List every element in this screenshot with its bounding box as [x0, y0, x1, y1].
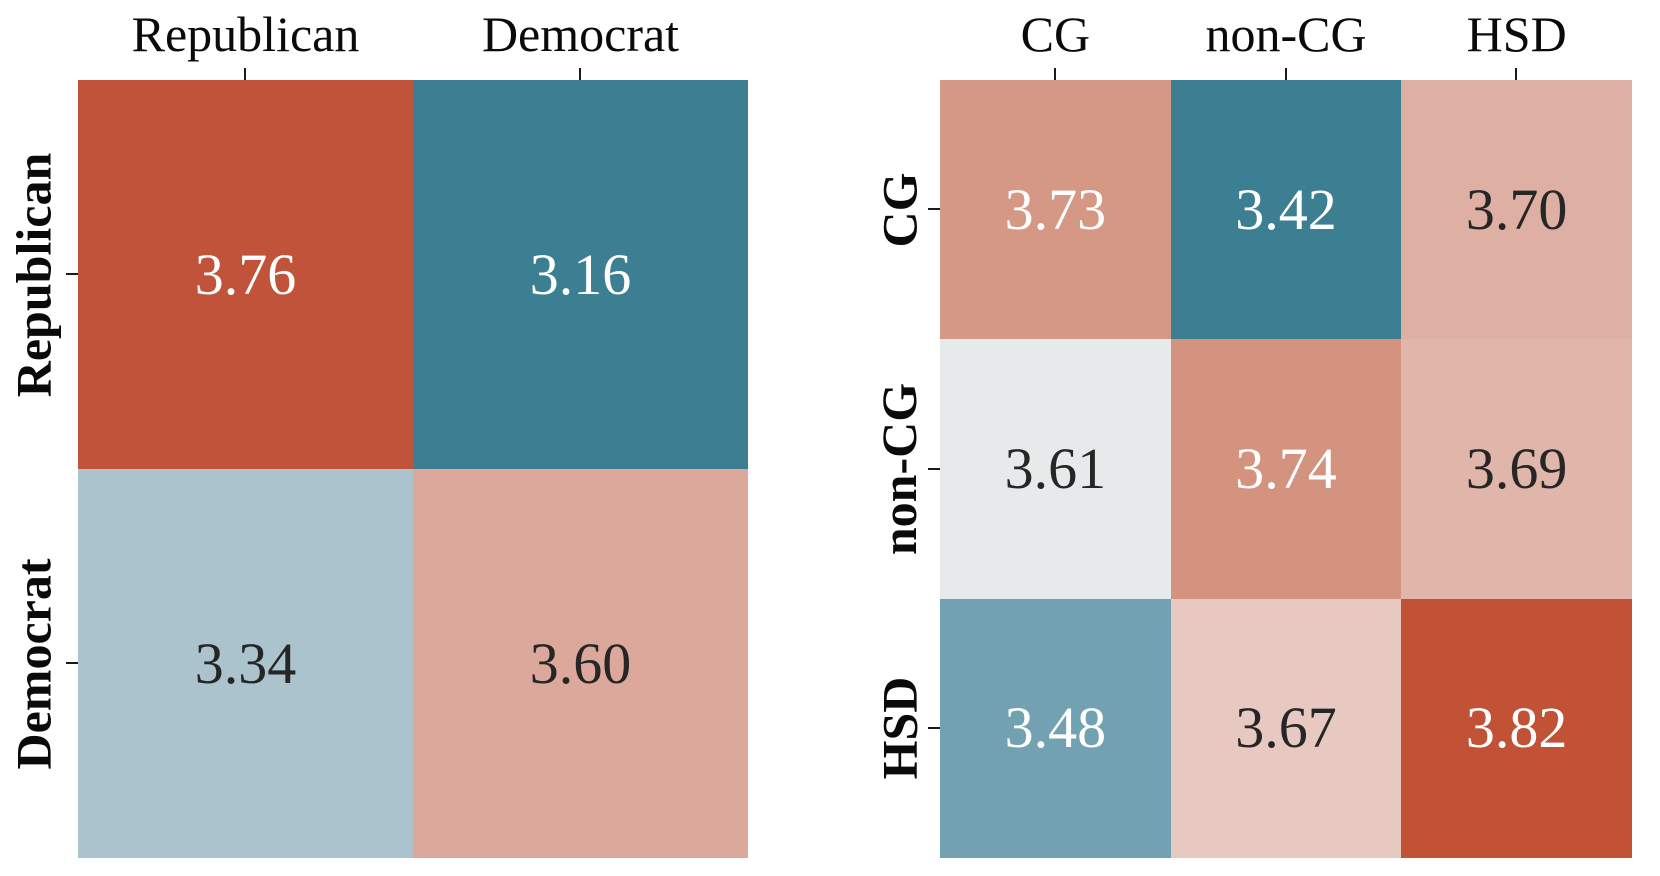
heatmap-cell: 3.34	[78, 469, 413, 858]
heatmap-cell: 3.16	[413, 80, 748, 469]
column-label-republican: Republican	[131, 6, 360, 62]
row-label-wrap: non-CG	[870, 339, 928, 598]
heatmap-cell: 3.74	[1170, 339, 1402, 599]
heatmap-cell: 3.42	[1170, 80, 1402, 340]
right-heatmap: 3.73 3.42 3.70 3.61 3.74 3.69 3.48 3.67 …	[940, 80, 1632, 858]
heatmap-cell: 3.69	[1401, 339, 1632, 599]
row-label-wrap: HSD	[870, 599, 928, 858]
column-label-hsd: HSD	[1466, 6, 1567, 62]
row-label-wrap: Republican	[0, 80, 66, 469]
row-label-hsd: HSD	[871, 676, 927, 780]
heatmap-cell: 3.70	[1401, 80, 1632, 340]
right-heatmap-row-labels: CG non-CG HSD	[870, 80, 928, 858]
heatmap-cell: 3.61	[940, 339, 1171, 599]
heatmap-cell: 3.48	[940, 598, 1171, 858]
column-label-democrat: Democrat	[481, 6, 680, 62]
axis-tick	[66, 662, 78, 664]
right-heatmap-column-labels: CG non-CG HSD	[940, 0, 1632, 68]
axis-tick	[928, 727, 940, 729]
row-label-wrap: CG	[870, 80, 928, 339]
axis-tick	[928, 208, 940, 210]
column-label-cg: CG	[1020, 6, 1091, 62]
row-label-non-cg: non-CG	[871, 382, 928, 556]
axis-tick	[1515, 68, 1517, 80]
row-label-wrap: Democrat	[0, 469, 66, 858]
heatmap-cell: 3.73	[940, 80, 1171, 340]
left-heatmap-row-labels: Republican Democrat	[0, 80, 66, 858]
row-label-cg: CG	[871, 172, 927, 248]
heatmap-cell: 3.76	[78, 80, 413, 469]
row-label-democrat: Democrat	[5, 558, 61, 769]
axis-tick	[928, 468, 940, 470]
axis-tick	[1054, 68, 1056, 80]
left-heatmap-column-labels: Republican Democrat	[78, 0, 748, 68]
axis-tick	[244, 68, 246, 80]
column-label-non-cg: non-CG	[1205, 6, 1367, 62]
axis-tick	[579, 68, 581, 80]
row-label-republican: Republican	[5, 152, 62, 397]
heatmap-cell: 3.82	[1401, 598, 1632, 858]
left-heatmap: 3.76 3.16 3.34 3.60	[78, 80, 748, 858]
heatmap-cell: 3.67	[1170, 598, 1402, 858]
axis-tick	[66, 273, 78, 275]
axis-tick	[1285, 68, 1287, 80]
heatmap-cell: 3.60	[413, 469, 748, 858]
